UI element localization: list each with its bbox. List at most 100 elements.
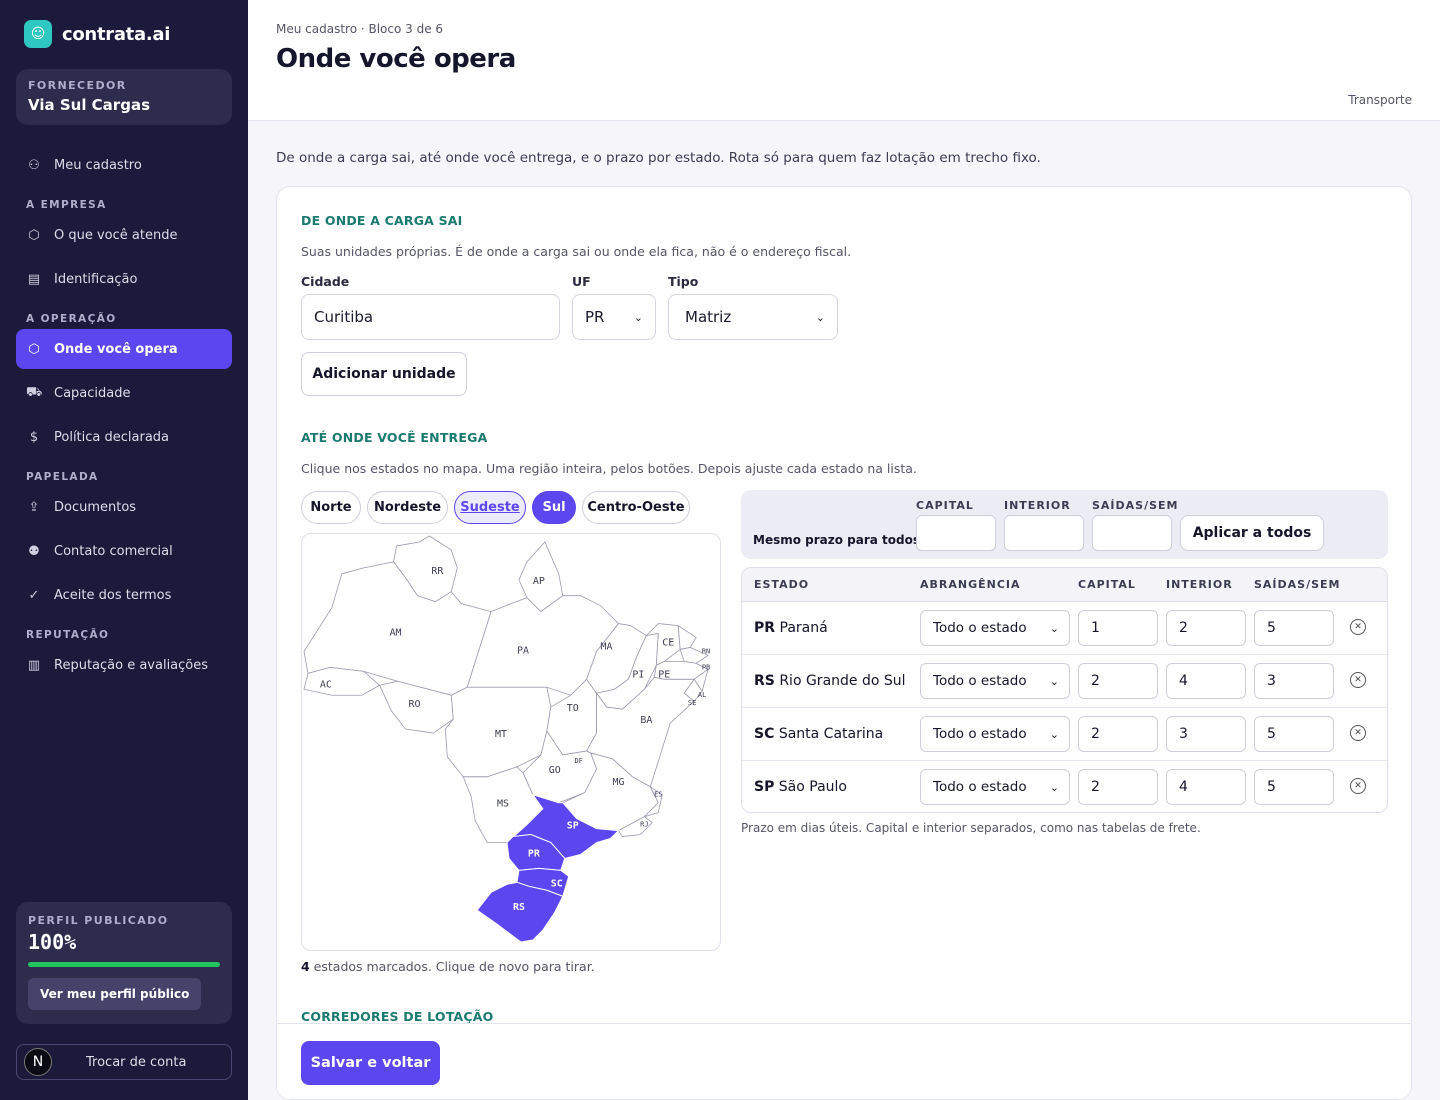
- col-capital: CAPITAL: [1078, 578, 1136, 591]
- breadcrumb[interactable]: Meu cadastro · Bloco 3 de 6: [276, 22, 444, 36]
- brazil-map: RR AP AM PA AC RO MT TO MA PI CE RN PB PE AL SE BA DF GO MG…: [301, 533, 721, 951]
- map-label-es: ES: [654, 791, 662, 799]
- nav-section-title: A OPERAÇÃO: [26, 313, 117, 325]
- saidas-input[interactable]: 5: [1254, 769, 1334, 805]
- table-row: SP São Paulo Todo o estado ⌄ 2 4 5 ✕: [742, 761, 1387, 812]
- chevron-down-icon: ⌄: [1049, 780, 1059, 794]
- add-unit-button[interactable]: Adicionar unidade: [301, 352, 467, 396]
- intro-text: De onde a carga sai, até onde você entre…: [276, 150, 1041, 166]
- map-label-se: SE: [688, 699, 696, 707]
- origin-section-title: DE ONDE A CARGA SAI: [301, 213, 463, 228]
- bulk-interior-input[interactable]: [1004, 515, 1084, 551]
- capital-input[interactable]: 2: [1078, 769, 1158, 805]
- map-label-pr: PR: [528, 848, 540, 859]
- map-state-mt[interactable]: [444, 686, 552, 778]
- region-chip-nordeste[interactable]: Nordeste: [367, 491, 448, 524]
- capital-input[interactable]: 2: [1078, 716, 1158, 752]
- scope-select[interactable]: Todo o estado ⌄: [920, 716, 1070, 752]
- bulk-col-capital: CAPITAL: [916, 499, 974, 512]
- map-label-mg: MG: [612, 777, 624, 788]
- bulk-capital-input[interactable]: [916, 515, 996, 551]
- dollar-icon: $: [29, 429, 39, 445]
- form-footer: Salvar e voltar: [277, 1023, 1411, 1099]
- state-name: SC Santa Catarina: [754, 726, 884, 742]
- close-icon[interactable]: ✕: [1350, 672, 1366, 688]
- sidebar-item-onde-voce-opera[interactable]: ⬡ Onde você opera: [16, 329, 232, 369]
- col-interior: INTERIOR: [1166, 578, 1233, 591]
- map-state-pb[interactable]: [679, 647, 709, 664]
- map-state-rs[interactable]: [476, 881, 564, 943]
- close-icon[interactable]: ✕: [1350, 725, 1366, 741]
- sidebar-item-aceite-dos-termos[interactable]: ✓ Aceite dos termos: [16, 575, 232, 615]
- sidebar-item-o-que-voce-atende[interactable]: ⬡ O que você atende: [16, 215, 232, 255]
- bulk-saidas-input[interactable]: [1092, 515, 1172, 551]
- close-icon[interactable]: ✕: [1350, 619, 1366, 635]
- profile-card: PERFIL PUBLICADO 100% Ver meu perfil púb…: [16, 902, 232, 1024]
- sidebar-nav: ⚇ Meu cadastro A EMPRESA ⬡ O que você at…: [16, 145, 232, 689]
- scope-select[interactable]: Todo o estado ⌄: [920, 769, 1070, 805]
- table-row: PR Paraná Todo o estado ⌄ 1 2 5 ✕: [742, 602, 1387, 655]
- map-label-sp: SP: [567, 821, 579, 832]
- region-chip-sudeste[interactable]: Sudeste: [454, 491, 526, 524]
- bulk-label: Mesmo prazo para todos:: [753, 533, 925, 547]
- type-value: Matriz: [685, 308, 732, 326]
- sidebar-item-label: Capacidade: [54, 385, 131, 401]
- scope-select[interactable]: Todo o estado ⌄: [920, 610, 1070, 646]
- type-select[interactable]: Matriz ⌄: [668, 294, 838, 340]
- saidas-input[interactable]: 3: [1254, 663, 1334, 699]
- view-public-profile-button[interactable]: Ver meu perfil público: [28, 978, 202, 1010]
- save-and-return-button[interactable]: Salvar e voltar: [301, 1041, 440, 1085]
- sidebar-item-documentos[interactable]: ⇪ Documentos: [16, 487, 232, 527]
- saidas-input[interactable]: 5: [1254, 610, 1334, 646]
- map-state-rn[interactable]: [677, 624, 697, 650]
- interior-input[interactable]: 2: [1166, 610, 1246, 646]
- city-input[interactable]: Curitiba: [301, 294, 560, 340]
- close-icon[interactable]: ✕: [1350, 778, 1366, 794]
- interior-input[interactable]: 3: [1166, 716, 1246, 752]
- map-state-ac[interactable]: [303, 666, 381, 696]
- document-icon: ▤: [27, 271, 41, 287]
- apply-all-button[interactable]: Aplicar a todos: [1180, 515, 1324, 551]
- region-chip-centro-oeste[interactable]: Centro-Oeste: [582, 491, 690, 524]
- sidebar-item-label: Política declarada: [54, 429, 170, 445]
- sidebar-item-label: Onde você opera: [54, 341, 178, 357]
- uf-value: PR: [585, 308, 605, 326]
- map-label-rj: RJ: [640, 821, 648, 829]
- map-state-pr[interactable]: [506, 834, 566, 871]
- sidebar-item-label: Documentos: [54, 499, 137, 515]
- chevron-down-icon: ⌄: [1049, 727, 1059, 741]
- map-label-al: AL: [698, 691, 706, 699]
- saidas-input[interactable]: 5: [1254, 716, 1334, 752]
- supplier-card: FORNECEDOR Via Sul Cargas: [16, 69, 232, 125]
- capital-input[interactable]: 1: [1078, 610, 1158, 646]
- interior-input[interactable]: 4: [1166, 769, 1246, 805]
- map-state-ro[interactable]: [379, 680, 454, 734]
- nav-section-title: A EMPRESA: [26, 199, 107, 211]
- region-chip-norte[interactable]: Norte: [301, 491, 361, 524]
- capital-input[interactable]: 2: [1078, 663, 1158, 699]
- city-value: Curitiba: [314, 308, 374, 326]
- upload-icon: ⇪: [28, 499, 40, 515]
- form-card: DE ONDE A CARGA SAI Suas unidades própri…: [276, 186, 1412, 1100]
- sidebar-item-meu-cadastro[interactable]: ⚇ Meu cadastro: [16, 145, 232, 185]
- sidebar-item-contato-comercial[interactable]: ⚉ Contato comercial: [16, 531, 232, 571]
- interior-input[interactable]: 4: [1166, 663, 1246, 699]
- sidebar-item-politica-declarada[interactable]: $ Política declarada: [16, 417, 232, 457]
- sidebar-item-identificacao[interactable]: ▤ Identificação: [16, 259, 232, 299]
- sidebar-item-capacidade[interactable]: ⛟ Capacidade: [16, 373, 232, 413]
- delivery-section-desc: Clique nos estados no mapa. Uma região i…: [301, 461, 917, 476]
- map-label-ro: RO: [408, 699, 420, 710]
- uf-select[interactable]: PR ⌄: [572, 294, 656, 340]
- switch-account-label: Trocar de conta: [86, 1054, 187, 1070]
- chevron-down-icon: ⌄: [1049, 621, 1059, 635]
- scope-select[interactable]: Todo o estado ⌄: [920, 663, 1070, 699]
- brand[interactable]: ☺ contrata.ai: [24, 20, 170, 48]
- sidebar-item-label: Meu cadastro: [54, 157, 142, 173]
- sidebar-item-reputacao[interactable]: ▥ Reputação e avaliações: [16, 645, 232, 685]
- map-state-rj[interactable]: [617, 816, 653, 837]
- map-state-ce[interactable]: [645, 623, 681, 667]
- switch-account-button[interactable]: N Trocar de conta: [16, 1044, 232, 1080]
- map-state-es[interactable]: [642, 785, 663, 818]
- region-chip-sul[interactable]: Sul: [532, 491, 576, 524]
- cube-icon: ⬡: [28, 341, 40, 357]
